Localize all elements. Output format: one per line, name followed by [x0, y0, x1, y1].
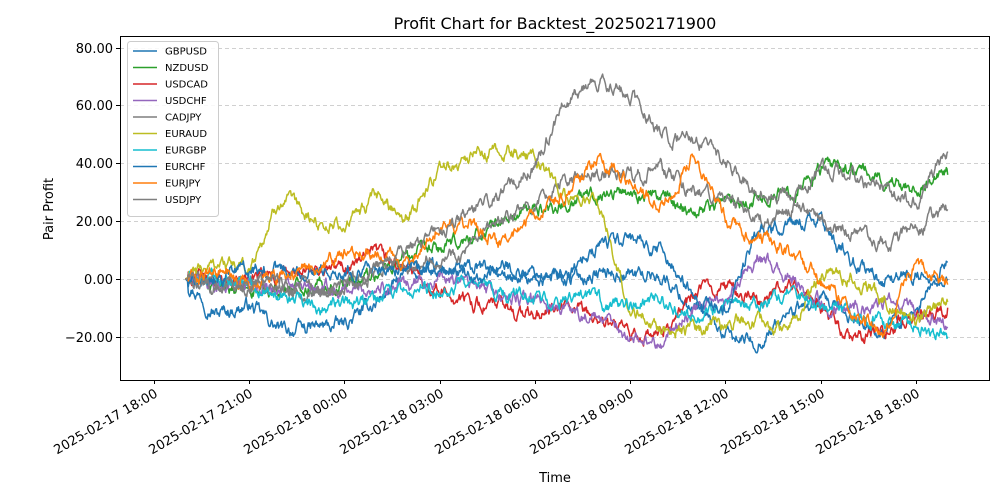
legend-label: USDCAD — [165, 80, 208, 91]
legend-box — [127, 41, 219, 217]
series-line-cadjpy — [185, 151, 949, 304]
series-lines — [184, 73, 949, 354]
x-tick-label: 2025-02-18 15:00 — [719, 386, 828, 458]
legend: GBPUSD NZDUSD USDCAD USDCHF CADJPY EURAUD EURG… — [127, 41, 219, 217]
series-line-gbpusd — [184, 256, 949, 354]
x-tick-label: 2025-02-18 06:00 — [433, 386, 542, 458]
y-axis: −20.00 0.00 20.00 40.00 60.00 80.00 — [65, 42, 120, 346]
legend-label: EURJPY — [165, 179, 201, 190]
x-tick-label: 2025-02-17 21:00 — [147, 386, 256, 458]
plot-frame — [120, 36, 990, 381]
legend-label: USDCHF — [165, 96, 207, 107]
legend-label: EURGBP — [165, 146, 206, 157]
y-tick-label: −20.00 — [65, 331, 113, 346]
y-tick-label: 20.00 — [76, 215, 113, 230]
y-tick-label: 80.00 — [76, 42, 113, 57]
legend-label: EURCHF — [165, 162, 206, 173]
x-tick-label: 2025-02-18 03:00 — [338, 386, 447, 458]
x-tick-label: 2025-02-18 09:00 — [528, 386, 637, 458]
y-tick-label: 0.00 — [84, 273, 113, 288]
x-axis-title: Time — [538, 471, 571, 486]
legend-label: EURAUD — [165, 129, 207, 140]
chart-title: Profit Chart for Backtest_202502171900 — [394, 14, 717, 34]
x-tick-label: 2025-02-18 00:00 — [242, 386, 351, 458]
y-tick-label: 40.00 — [76, 157, 113, 172]
y-tick-label: 60.00 — [76, 99, 113, 114]
legend-label: NZDUSD — [165, 63, 209, 74]
series-line-eurgbp — [185, 267, 949, 341]
series-line-usdjpy — [185, 73, 949, 298]
series-line-eurjpy — [185, 152, 949, 338]
x-tick-label: 2025-02-18 18:00 — [814, 386, 923, 458]
x-tick-label: 2025-02-18 12:00 — [623, 386, 732, 458]
series-line-eurchf — [185, 211, 949, 316]
legend-label: CADJPY — [165, 113, 202, 124]
y-axis-title: Pair Profit — [42, 178, 57, 240]
x-tick-label: 2025-02-17 18:00 — [52, 386, 161, 458]
legend-label: GBPUSD — [165, 47, 207, 58]
legend-label: USDJPY — [165, 195, 202, 206]
